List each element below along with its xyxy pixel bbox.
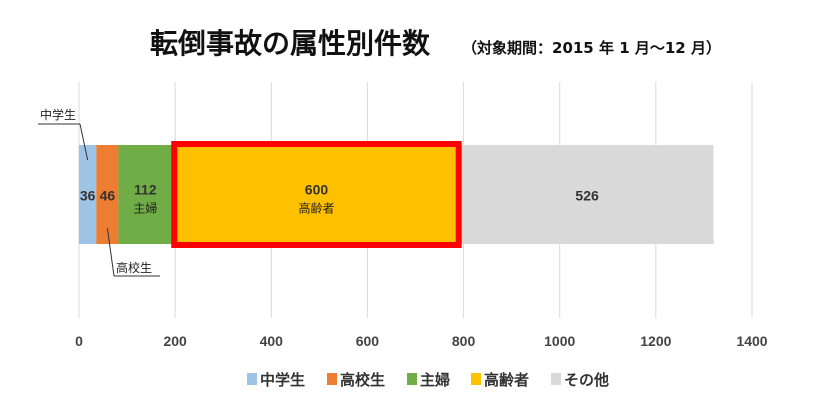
legend-label-その他: その他 — [564, 371, 609, 389]
value-label-その他: 526 — [575, 188, 599, 204]
bar-高校生 — [96, 145, 119, 244]
sub-label-高齢者: 高齢者 — [298, 201, 334, 216]
legend-label-中学生: 中学生 — [260, 371, 305, 389]
chart-title: 転倒事故の属性別件数 — [150, 27, 431, 60]
value-label-高齢者: 600 — [305, 182, 329, 198]
tick-label-1400: 1400 — [736, 333, 767, 349]
bar-高齢者 — [172, 145, 461, 244]
tick-label-1200: 1200 — [640, 333, 671, 349]
bar-その他 — [460, 145, 714, 244]
legend-label-高齢者: 高齢者 — [484, 371, 529, 389]
legend-swatch-高齢者 — [471, 373, 481, 385]
callout-leader-中学生 — [79, 123, 89, 161]
value-label-高校生: 46 — [100, 188, 116, 204]
legend-swatch-中学生 — [247, 373, 257, 385]
callout-leader-高校生 — [106, 227, 115, 277]
sub-label-主婦: 主婦 — [133, 201, 157, 216]
legend: 中学生 高校生 主婦 高齢者 その他 — [247, 371, 609, 389]
x-axis-ticks: 0 200 400 600 800 1000 1200 1400 — [75, 333, 768, 349]
bar-中学生 — [79, 145, 97, 244]
bars — [79, 141, 714, 248]
legend-swatch-高校生 — [327, 373, 337, 385]
legend-label-主婦: 主婦 — [420, 371, 450, 389]
legend-label-高校生: 高校生 — [340, 371, 385, 389]
bar-主婦 — [118, 145, 173, 244]
value-label-中学生: 36 — [80, 188, 96, 204]
callout-text-高校生: 高校生 — [116, 260, 152, 275]
highlight-frame — [171, 141, 462, 248]
tick-label-800: 800 — [452, 333, 476, 349]
chart-subtitle: （対象期間：2015 年 1 月〜12 月） — [462, 39, 721, 57]
callout-text-中学生: 中学生 — [40, 107, 76, 122]
value-label-主婦: 112 — [134, 182, 157, 198]
tick-label-0: 0 — [75, 333, 83, 349]
legend-swatch-その他 — [551, 373, 561, 385]
data-labels: 36 46 112 主婦 600 高齢者 526 — [80, 182, 599, 216]
tick-label-400: 400 — [260, 333, 284, 349]
tick-label-200: 200 — [163, 333, 187, 349]
tick-label-600: 600 — [356, 333, 380, 349]
legend-swatch-主婦 — [407, 373, 417, 385]
tick-label-1000: 1000 — [544, 333, 575, 349]
